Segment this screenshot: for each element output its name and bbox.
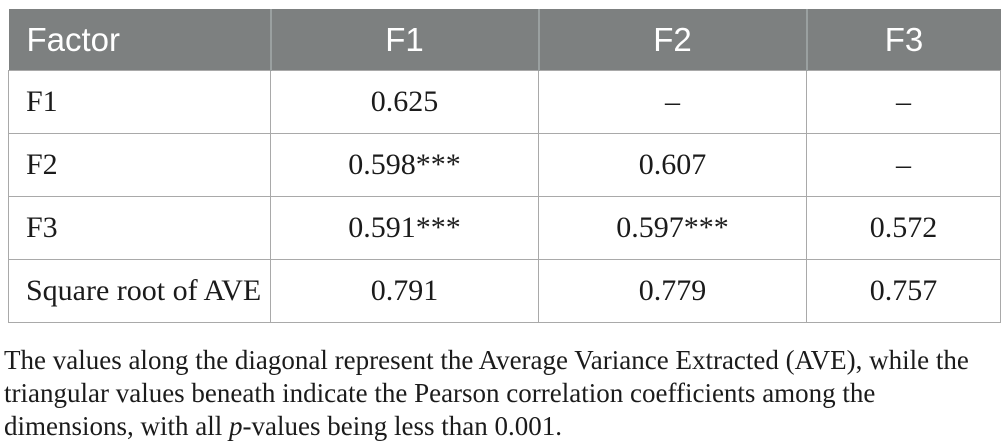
cell-f2-f3: –	[806, 133, 1001, 197]
footnote-line-3-pre: dimensions, with all	[4, 411, 229, 441]
cell-f3-f2: 0.597***	[538, 196, 807, 260]
cell-f2-f2: 0.607	[538, 133, 807, 197]
cell-f1-f1: 0.625	[270, 70, 539, 134]
cell-f1-f2: –	[538, 70, 807, 134]
cell-ave-f1: 0.791	[270, 259, 539, 323]
footnote-line-3: dimensions, with all p-values being less…	[4, 410, 1000, 443]
header-cell-f2: F2	[537, 9, 807, 71]
footnote-line-1: The values along the diagonal represent …	[4, 345, 969, 375]
cell-f3-f3: 0.572	[806, 196, 1001, 260]
header-cell-f3: F3	[805, 9, 1001, 71]
cell-f2-f1: 0.598***	[270, 133, 539, 197]
table-footnote: The values along the diagonal represent …	[4, 344, 1000, 443]
header-cell-f1: F1	[269, 9, 539, 71]
table-row-sqrt-ave: Square root of AVE 0.791 0.779 0.757	[8, 259, 1001, 323]
correlation-table: Factor F1 F2 F3 F1 0.625 – – F2 0.598***…	[8, 9, 1001, 323]
cell-f3-f1: 0.591***	[270, 196, 539, 260]
p-value-symbol: p	[229, 411, 243, 441]
row-label-f1: F1	[8, 70, 271, 134]
cell-ave-f3: 0.757	[806, 259, 1001, 323]
cell-f1-f3: –	[806, 70, 1001, 134]
row-label-f3: F3	[8, 196, 271, 260]
row-label-sqrt-ave: Square root of AVE	[8, 259, 271, 323]
table-row-f2: F2 0.598*** 0.607 –	[8, 133, 1001, 197]
footnote-line-2: triangular values beneath indicate the P…	[4, 378, 876, 408]
table-header-row: Factor F1 F2 F3	[8, 9, 1001, 71]
footnote-line-3-post: -values being less than 0.001.	[242, 411, 562, 441]
table-row-f3: F3 0.591*** 0.597*** 0.572	[8, 196, 1001, 260]
header-cell-factor: Factor	[8, 9, 271, 71]
row-label-f2: F2	[8, 133, 271, 197]
cell-ave-f2: 0.779	[538, 259, 807, 323]
table-row-f1: F1 0.625 – –	[8, 70, 1001, 134]
